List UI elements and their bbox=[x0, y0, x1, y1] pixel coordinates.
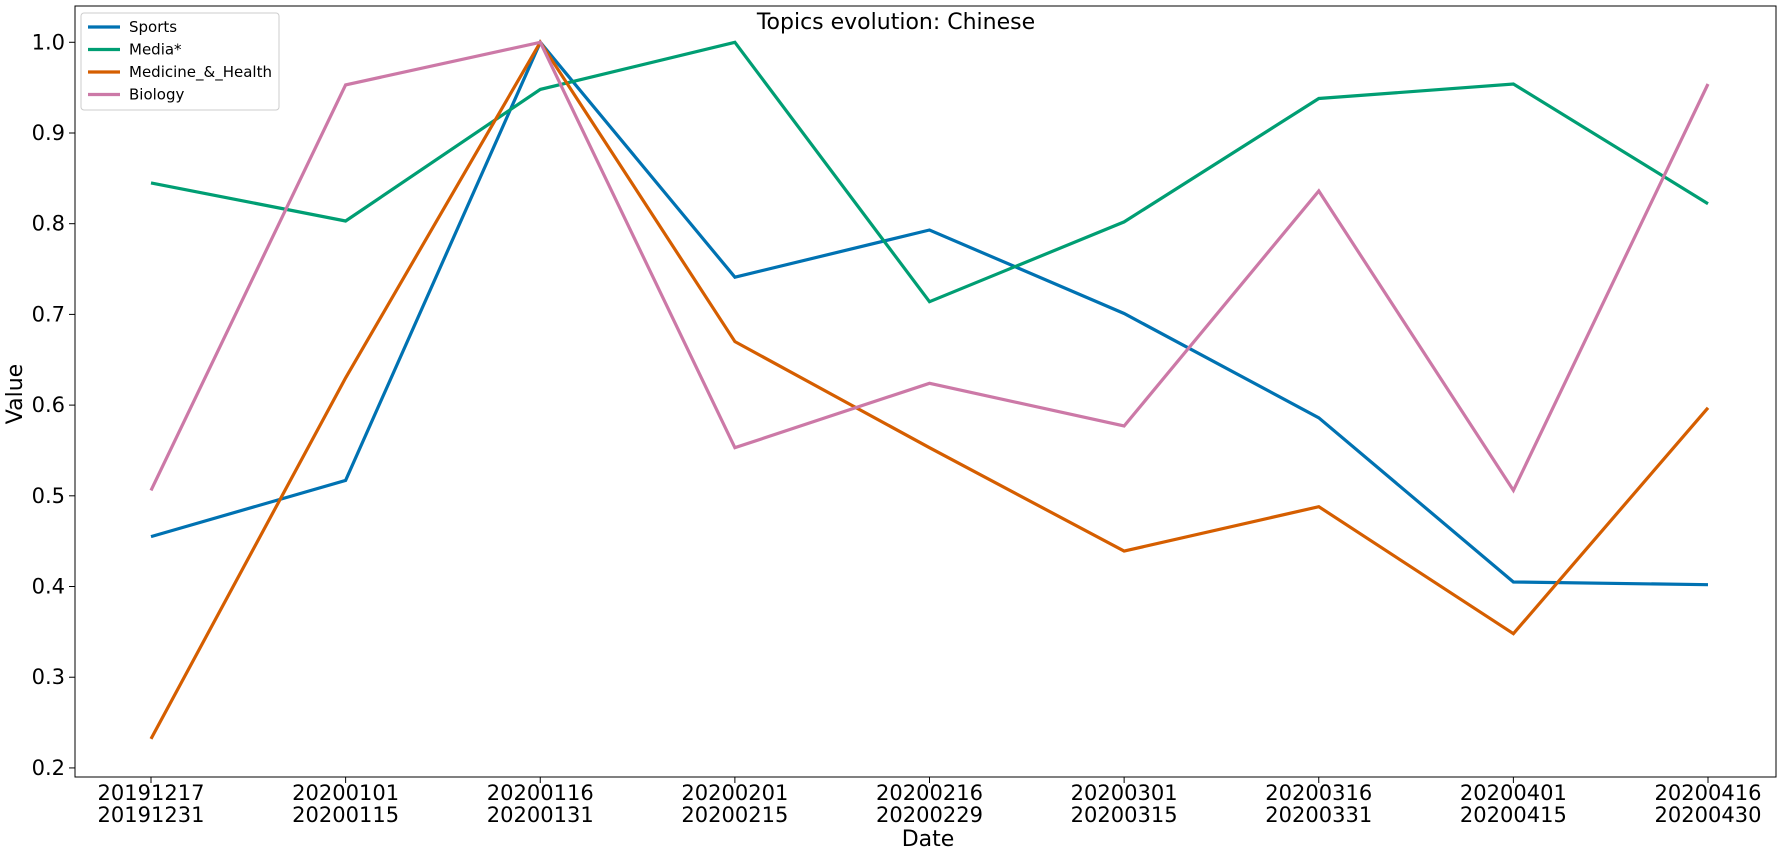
x-tick-label: 20200430 bbox=[1655, 803, 1762, 827]
x-tick-label: 20200301 bbox=[1071, 781, 1178, 805]
x-tick-label: 20191231 bbox=[98, 803, 205, 827]
x-axis-label: Date bbox=[902, 827, 955, 852]
y-tick-label: 0.5 bbox=[32, 484, 65, 508]
x-tick-label: 20200416 bbox=[1655, 781, 1762, 805]
legend-label: Medicine_&_Health bbox=[129, 63, 272, 82]
series-line-biology bbox=[149, 40, 1710, 494]
y-tick-label: 0.9 bbox=[32, 121, 65, 145]
x-tick-label: 20200216 bbox=[876, 781, 983, 805]
x-tick-label: 20200201 bbox=[681, 781, 788, 805]
y-tick-label: 0.8 bbox=[32, 212, 65, 236]
series-layer bbox=[149, 39, 1710, 740]
y-tick-label: 0.4 bbox=[32, 575, 65, 599]
legend: Sports Media* Medicine_&_Health Biology bbox=[80, 12, 280, 111]
y-tick-label: 1.0 bbox=[32, 30, 65, 54]
y-tick-label: 0.7 bbox=[32, 302, 65, 326]
x-tick-label: 20200215 bbox=[681, 803, 788, 827]
x-tick-label: 20200101 bbox=[292, 781, 399, 805]
x-tick-label: 20200331 bbox=[1265, 803, 1372, 827]
series-line-sports bbox=[150, 39, 1709, 587]
x-tick-label: 20200401 bbox=[1460, 781, 1567, 805]
chart-title: Topics evolution: Chinese bbox=[756, 10, 1035, 35]
x-tick-label: 20200115 bbox=[292, 803, 399, 827]
legend-label: Media* bbox=[129, 41, 182, 59]
x-tick-label: 20200131 bbox=[487, 803, 594, 827]
series-line-medicine-health bbox=[149, 39, 1710, 740]
y-tick-label: 0.2 bbox=[32, 756, 65, 780]
legend-label: Biology bbox=[129, 86, 185, 104]
y-tick-label: 0.6 bbox=[32, 393, 65, 417]
y-axis: 0.2 0.3 0.4 0.5 0.6 0.7 0.8 0.9 1.0 bbox=[32, 30, 75, 780]
series-line-media- bbox=[150, 40, 1709, 304]
y-tick-label: 0.3 bbox=[32, 665, 65, 689]
plot-frame bbox=[74, 5, 1777, 778]
x-tick-label: 20200315 bbox=[1071, 803, 1178, 827]
legend-label: Sports bbox=[129, 18, 177, 36]
y-axis-label: Value bbox=[3, 364, 28, 424]
x-tick-label: 20200415 bbox=[1460, 803, 1567, 827]
x-tick-label: 20191217 bbox=[98, 781, 205, 805]
x-tick-label: 20200316 bbox=[1265, 781, 1372, 805]
legend-box bbox=[80, 12, 280, 111]
x-tick-label: 20200229 bbox=[876, 803, 983, 827]
x-tick-label: 20200116 bbox=[487, 781, 594, 805]
